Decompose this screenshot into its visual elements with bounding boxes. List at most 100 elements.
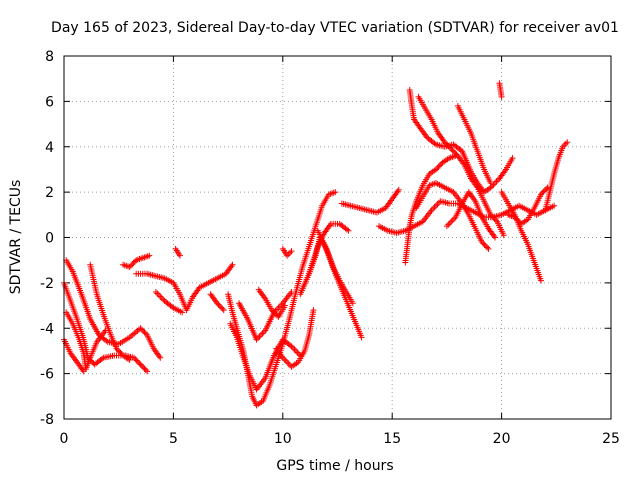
data-point <box>103 337 110 344</box>
data-point <box>214 300 221 307</box>
series-sat-c <box>63 309 109 373</box>
data-point <box>140 327 147 334</box>
data-point <box>287 342 294 349</box>
data-point <box>130 259 137 266</box>
data-point <box>155 291 162 298</box>
y-axis-label: SDTVAR / TECUs <box>8 180 24 295</box>
data-point <box>431 204 438 211</box>
plot-border <box>63 55 612 420</box>
data-point <box>445 221 452 228</box>
y-tick-label: -8 <box>40 412 54 428</box>
data-point <box>500 232 507 239</box>
x-tick-label: 5 <box>169 431 178 447</box>
data-point <box>294 349 301 356</box>
data-point <box>158 295 165 301</box>
data-point <box>436 162 443 169</box>
series-sat-ab <box>496 80 505 100</box>
data-point <box>259 330 266 337</box>
data-point <box>445 143 452 150</box>
data-point <box>290 344 297 351</box>
data-point <box>485 245 492 252</box>
y-tick-label: 4 <box>45 140 54 156</box>
series-sat-a <box>63 257 164 361</box>
data-point <box>446 144 453 151</box>
series-sat-k <box>225 189 339 409</box>
series-sat-v <box>406 87 516 196</box>
grid <box>64 56 611 419</box>
y-tick-label: 8 <box>45 49 54 65</box>
series-sat-l <box>227 320 304 393</box>
data-point <box>514 216 521 223</box>
data-point <box>275 304 282 311</box>
data-point <box>98 355 105 362</box>
x-tick-label: 25 <box>602 431 620 447</box>
data-point <box>288 248 295 255</box>
data-point <box>144 368 151 375</box>
data-point <box>282 357 289 364</box>
data-point <box>490 214 497 221</box>
series-sat-h <box>152 288 186 316</box>
y-tick-label: -4 <box>40 321 54 337</box>
series-sat-m <box>236 288 295 343</box>
data-point <box>271 309 278 316</box>
data-point <box>540 188 547 195</box>
data-point <box>137 361 144 368</box>
data-point <box>127 262 134 269</box>
data-point <box>116 348 123 355</box>
data-point <box>537 191 544 198</box>
data-point <box>537 277 544 284</box>
data-point <box>562 140 569 147</box>
data-point <box>157 354 164 361</box>
series-sat-f <box>120 252 153 270</box>
data-point <box>287 249 294 256</box>
y-tick-label: -2 <box>40 276 54 292</box>
data-point <box>142 366 149 373</box>
series-sat-e <box>87 261 133 364</box>
data-point <box>140 364 147 371</box>
data-point <box>541 187 548 194</box>
data-point <box>218 304 225 311</box>
series-sat-ae <box>542 139 571 214</box>
data-point <box>132 356 139 363</box>
data-point <box>141 365 148 372</box>
x-tick-label: 15 <box>383 431 401 447</box>
data-point <box>133 357 140 364</box>
data-point <box>284 359 291 366</box>
data-point <box>281 302 288 309</box>
data-point <box>487 180 494 187</box>
data-point <box>443 223 450 230</box>
y-tick-label: -6 <box>40 367 54 383</box>
data-point <box>215 301 222 308</box>
data-point <box>138 326 145 333</box>
data-point <box>443 140 450 147</box>
data-point <box>432 202 439 209</box>
data-point <box>229 261 236 268</box>
series-sat-x <box>413 180 492 252</box>
data-point <box>176 252 183 259</box>
data-point <box>493 178 500 185</box>
data-point <box>452 150 459 157</box>
data-point <box>481 241 488 248</box>
data-point <box>292 347 299 354</box>
data-point <box>136 360 143 367</box>
data-point <box>490 181 497 188</box>
data-point <box>434 165 441 172</box>
series-sat-ad <box>505 184 551 227</box>
series-sat-g <box>133 261 236 314</box>
data-point <box>345 227 352 234</box>
data-point <box>509 155 516 162</box>
data-point <box>478 239 485 246</box>
data-point <box>113 345 120 352</box>
data-point <box>268 307 275 314</box>
data-point <box>488 213 495 220</box>
series-sat-i <box>172 245 183 259</box>
data-point <box>358 334 365 341</box>
x-tick-label: 0 <box>60 431 69 447</box>
series-sat-o <box>279 245 295 259</box>
data-point <box>492 234 499 241</box>
series-sat-ac <box>498 189 544 284</box>
data-point <box>432 166 439 173</box>
data-point <box>435 163 442 170</box>
data-point <box>435 199 442 206</box>
